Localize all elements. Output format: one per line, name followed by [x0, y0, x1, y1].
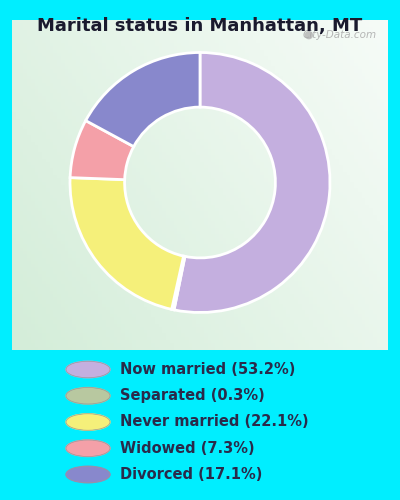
Circle shape: [66, 361, 110, 378]
Text: Now married (53.2%): Now married (53.2%): [120, 362, 295, 377]
Circle shape: [66, 440, 110, 456]
Text: Marital status in Manhattan, MT: Marital status in Manhattan, MT: [37, 18, 363, 36]
Wedge shape: [70, 178, 184, 310]
Circle shape: [66, 414, 110, 430]
Text: Separated (0.3%): Separated (0.3%): [120, 388, 265, 403]
Text: Divorced (17.1%): Divorced (17.1%): [120, 467, 262, 482]
Text: ●: ●: [303, 30, 313, 40]
Text: Never married (22.1%): Never married (22.1%): [120, 414, 309, 430]
Wedge shape: [174, 52, 330, 312]
Text: Widowed (7.3%): Widowed (7.3%): [120, 441, 255, 456]
Wedge shape: [172, 256, 185, 310]
Wedge shape: [86, 52, 200, 146]
Circle shape: [66, 388, 110, 404]
Text: City-Data.com: City-Data.com: [302, 30, 377, 40]
Circle shape: [66, 466, 110, 483]
Wedge shape: [70, 120, 134, 180]
